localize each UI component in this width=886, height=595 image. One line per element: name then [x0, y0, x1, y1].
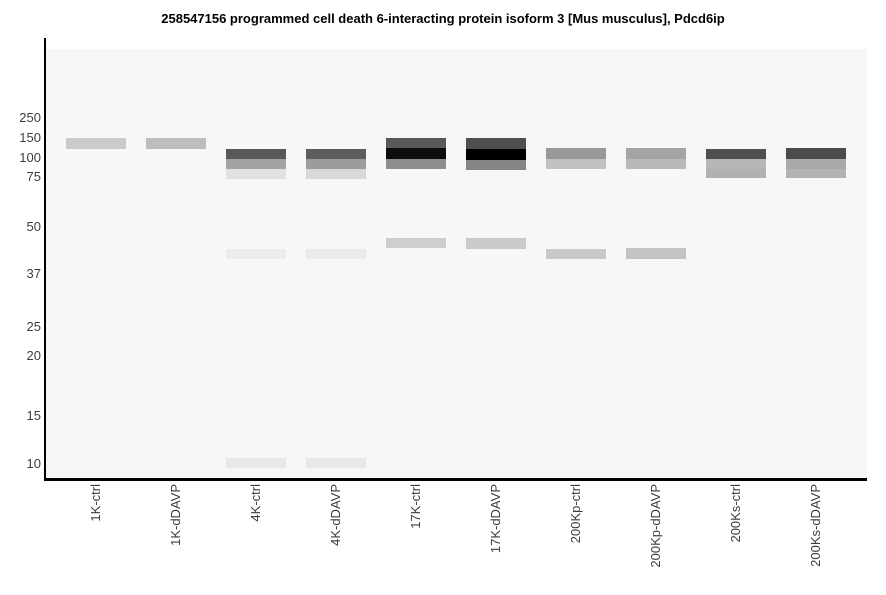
- gel-band: [306, 169, 366, 179]
- gel-band: [706, 149, 766, 159]
- x-axis-label: 17K-dDAVP: [488, 484, 503, 554]
- x-axis-label: 1K-dDAVP: [168, 484, 183, 546]
- gel-band: [466, 238, 526, 249]
- y-tick-label: 100: [19, 150, 41, 165]
- gel-band: [306, 249, 366, 259]
- y-tick-label: 20: [26, 348, 41, 363]
- gel-band: [546, 148, 606, 159]
- gel-band: [786, 148, 846, 159]
- y-axis-line: [44, 38, 46, 481]
- gel-band: [626, 148, 686, 159]
- gel-band: [466, 138, 526, 149]
- x-axis-label: 4K-ctrl: [248, 484, 263, 522]
- gel-band: [306, 458, 366, 468]
- gel-band: [546, 249, 606, 259]
- gel-band: [386, 159, 446, 169]
- gel-band: [66, 138, 126, 149]
- gel-band: [386, 138, 446, 148]
- gel-band: [546, 159, 606, 169]
- gel-band: [626, 159, 686, 169]
- y-tick-label: 150: [19, 130, 41, 145]
- y-tick-label: 50: [26, 219, 41, 234]
- gel-band: [226, 169, 286, 179]
- plot-area: [46, 49, 867, 478]
- figure-title: 258547156 programmed cell death 6-intera…: [161, 11, 725, 26]
- gel-band: [466, 149, 526, 160]
- y-tick-label: 75: [26, 169, 41, 184]
- gel-band: [706, 159, 766, 169]
- gel-band: [386, 148, 446, 159]
- y-tick-label: 37: [26, 266, 41, 281]
- gel-band: [706, 169, 766, 178]
- gel-band: [226, 149, 286, 159]
- x-axis-label: 1K-ctrl: [88, 484, 103, 522]
- gel-band: [786, 169, 846, 178]
- gel-band: [226, 458, 286, 468]
- x-axis-label: 200Kp-dDAVP: [648, 484, 663, 568]
- gel-band: [146, 138, 206, 149]
- y-tick-label: 25: [26, 319, 41, 334]
- x-axis-label: 200Kp-ctrl: [568, 484, 583, 544]
- y-tick-label: 15: [26, 408, 41, 423]
- x-axis-label: 17K-ctrl: [408, 484, 423, 529]
- y-tick-label: 10: [26, 456, 41, 471]
- gel-band: [226, 249, 286, 259]
- gel-band: [626, 248, 686, 259]
- x-axis-label: 4K-dDAVP: [328, 484, 343, 546]
- gel-band: [306, 159, 366, 169]
- gel-band: [466, 160, 526, 170]
- gel-band: [306, 149, 366, 159]
- y-tick-label: 250: [19, 110, 41, 125]
- gel-band: [226, 159, 286, 169]
- gel-band: [786, 159, 846, 169]
- gel-band: [386, 238, 446, 248]
- x-axis-label: 200Ks-dDAVP: [808, 484, 823, 567]
- x-axis-line: [44, 478, 867, 481]
- x-axis-label: 200Ks-ctrl: [728, 484, 743, 543]
